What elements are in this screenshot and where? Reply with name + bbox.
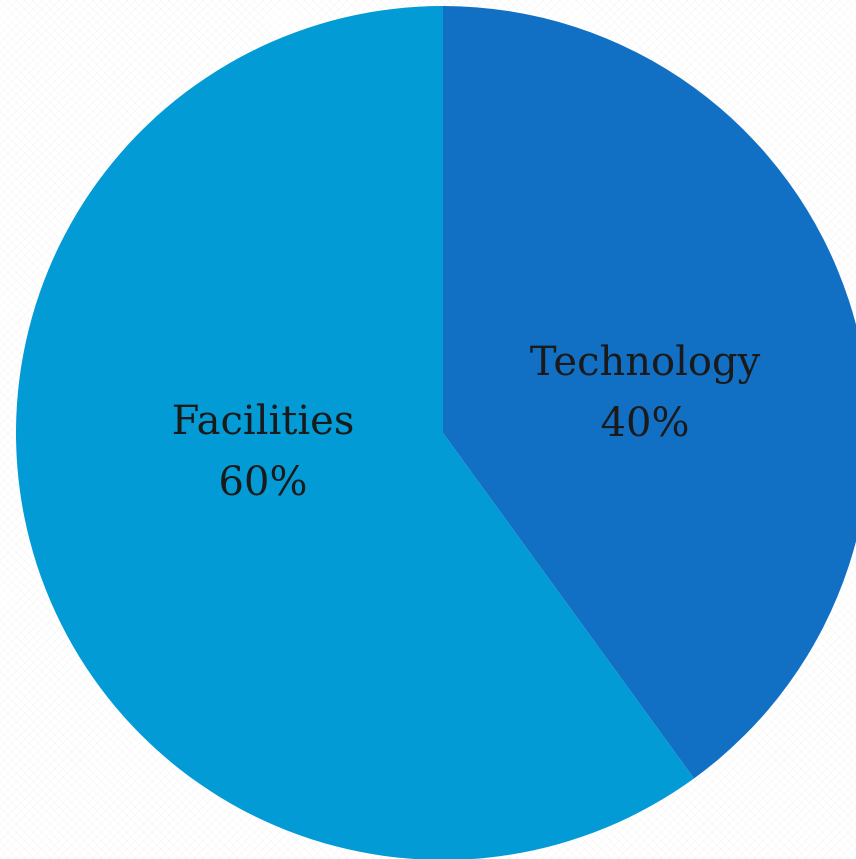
slice-value-facilities: 60% [219,459,308,505]
slice-label-technology: Technology [530,339,761,385]
pie-slice-technology [443,6,856,779]
pie-slices [16,6,856,859]
pie-slice-facilities [16,6,694,859]
pie-labels: Technology 40% Facilities 60% [172,339,761,505]
slice-value-technology: 40% [601,400,690,446]
slice-label-facilities: Facilities [172,398,355,444]
